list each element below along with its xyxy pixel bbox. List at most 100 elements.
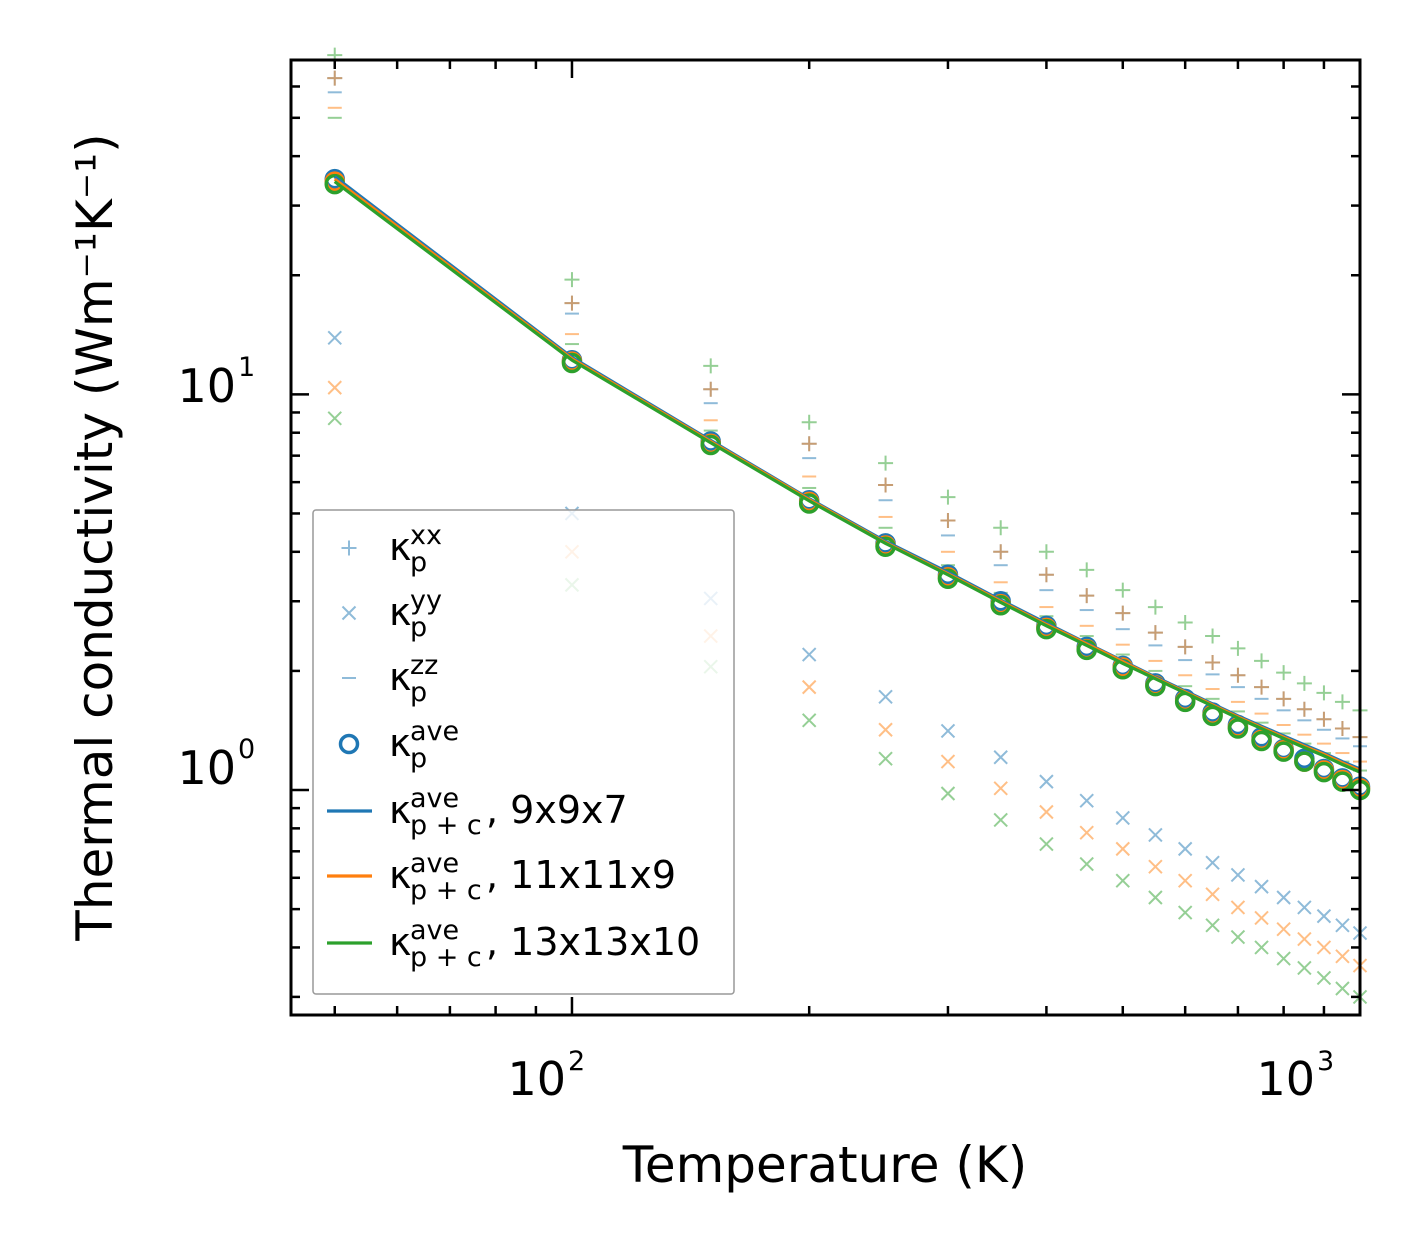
kappa-yy-point [1039, 774, 1054, 789]
kappa-xx-point [564, 295, 580, 311]
legend-label: κave p + c, 9x9x7 [389, 783, 628, 841]
kappa-yy-point [1205, 918, 1220, 933]
x-tick-label-100-exp: 2 [568, 1046, 585, 1077]
y-tick-label-1: 10 [177, 741, 236, 795]
kappa-yy-point [1177, 905, 1193, 920]
kappa-yy-point [327, 380, 342, 395]
kappa-xx-point [1230, 667, 1246, 683]
kappa-yy-point [878, 689, 893, 705]
kappa-yy-point [1316, 908, 1332, 924]
kappa-yy-point [1079, 856, 1094, 872]
kappa-yy-point [1039, 836, 1054, 852]
kappa-xx-point [1205, 628, 1221, 644]
kappa-yy-point [1148, 890, 1163, 905]
kappa-yy-point [1316, 940, 1332, 955]
kappa-yy-point [1079, 825, 1094, 840]
kappa-yy-point [1254, 879, 1269, 894]
kappa-yy-point [1205, 887, 1220, 902]
kappa-xx-point [1038, 544, 1054, 560]
kappa-xx-point [1205, 655, 1221, 671]
legend-label: κzz p [389, 650, 438, 708]
legend-label: κave p [389, 716, 459, 774]
kappa-yy-point [940, 723, 956, 739]
kappa-yy-point [1205, 855, 1220, 870]
kappa-xx-point [940, 489, 956, 505]
kappa-yy-point [1297, 900, 1312, 915]
legend: κxx p κyy p κzz p κave p κave p + c, 9x9x7 κave p +… [312, 509, 735, 995]
kappa-xx-point [1079, 588, 1095, 604]
kappa-ave-point [1273, 741, 1294, 762]
y-tick-label-10-exp: 1 [238, 352, 255, 383]
plot-frame [289, 58, 1362, 1017]
kappa-xx-point [1296, 675, 1312, 691]
kappa-xx-point [1296, 701, 1312, 717]
kappa-xx-point [1316, 711, 1332, 727]
y-tick-label-10: 10 [177, 359, 236, 413]
kappa-xx-point [1177, 615, 1193, 631]
kappa-yy-point [940, 754, 956, 769]
kappa-yy-point [878, 751, 893, 766]
x-tick-label-100: 10 [507, 1052, 566, 1106]
kappa-pc-line-13x13x10 [333, 180, 1361, 774]
kappa-xx-point [1276, 691, 1292, 707]
kappa-yy-point [1297, 960, 1312, 976]
legend-label: κave p + c, 13x13x10 [389, 915, 700, 973]
kappa-yy-point [1177, 841, 1193, 857]
kappa-yy-point [1316, 970, 1332, 986]
kappa-yy-point [878, 722, 893, 737]
kappa-yy-point [1276, 921, 1291, 937]
kappa-xx-point [703, 381, 719, 397]
kappa-yy-point [801, 713, 817, 728]
kappa-yy-point [940, 786, 956, 801]
kappa-ave-point [1313, 761, 1335, 783]
kappa-ave-point [1227, 718, 1249, 739]
kappa-yy-point [1254, 910, 1269, 926]
kappa-xx-point [1147, 599, 1163, 615]
legend-marker-plus [341, 540, 357, 556]
kappa-yy-point [1335, 949, 1350, 964]
kappa-yy-point [1148, 859, 1163, 874]
plot-area [324, 47, 1371, 1005]
kappa-xx-point [878, 455, 894, 471]
kappa-yy-point [993, 812, 1008, 828]
kappa-yy-point [1115, 873, 1130, 888]
kappa-yy-point [801, 679, 817, 695]
kappa-xx-point [1334, 721, 1350, 737]
kappa-xx-point [1177, 639, 1193, 655]
kappa-xx-point [1038, 567, 1054, 583]
kappa-xx-point [703, 358, 719, 374]
legend-label: κxx p [389, 520, 442, 578]
kappa-xx-point [1079, 562, 1095, 578]
legend-label: κave p + c, 11x11x9 [389, 848, 676, 906]
kappa-xx-point [1230, 640, 1246, 656]
kappa-yy-point [1335, 981, 1350, 996]
kappa-yy-point [1254, 940, 1269, 955]
legend-frame [312, 509, 735, 995]
kappa-yy-point [1079, 793, 1094, 808]
y-tick-label-1-exp: 0 [238, 734, 255, 765]
kappa-yy-point [327, 411, 342, 426]
kappa-xx-point [1254, 679, 1270, 695]
kappa-yy-point [1276, 951, 1291, 966]
x-axis-label: Temperature (K) [622, 1136, 1027, 1194]
kappa-yy-point [1115, 810, 1130, 826]
kappa-yy-point [1276, 890, 1291, 905]
x-tick-label-1000-exp: 3 [1317, 1046, 1334, 1077]
kappa-yy-point [993, 750, 1008, 765]
kappa-xx-point [1334, 694, 1350, 710]
kappa-yy-point [1335, 918, 1350, 933]
kappa-xx-point [801, 414, 817, 430]
y-axis-label: Thermal conductivity (Wm⁻¹K⁻¹) [66, 133, 124, 941]
kappa-yy-point [1148, 827, 1163, 843]
kappa-yy-point [1297, 931, 1312, 947]
kappa-xx-point [993, 544, 1009, 560]
kappa-xx-point [801, 436, 817, 452]
kappa-ave-point [1251, 730, 1272, 752]
kappa-xx-point [1316, 685, 1332, 701]
kappa-yy-point [1230, 929, 1246, 945]
kappa-yy-point [1115, 841, 1130, 857]
kappa-yy-point [993, 781, 1008, 796]
kappa-xx-point [1147, 625, 1163, 641]
kappa-yy-point [1230, 900, 1246, 915]
